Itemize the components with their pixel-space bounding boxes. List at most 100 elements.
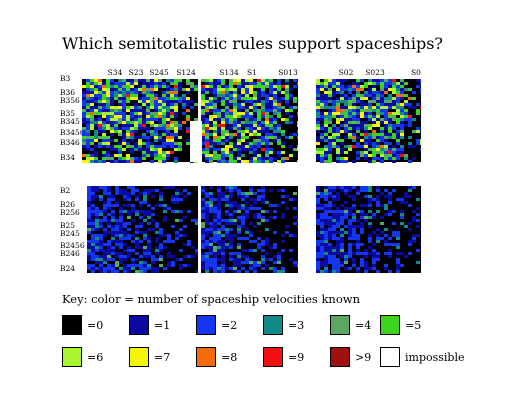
heatmap-cell [106, 154, 110, 157]
heatmap-cell [392, 115, 396, 118]
heatmap-cell [127, 270, 131, 273]
heatmap-cell [171, 225, 175, 228]
heatmap-cell [400, 118, 404, 121]
heatmap-cell [150, 91, 154, 94]
heatmap-cell [209, 133, 213, 136]
heatmap-cell [360, 204, 364, 207]
heatmap-cell [368, 142, 372, 145]
legend-swatch [330, 347, 350, 367]
heatmap-cell [118, 160, 122, 163]
heatmap-cell [175, 231, 179, 234]
heatmap-cell [336, 258, 340, 261]
heatmap-cell [332, 130, 336, 133]
heatmap-cell [87, 264, 91, 267]
heatmap-cell [241, 94, 245, 97]
heatmap-cell [376, 115, 380, 118]
heatmap-cell [127, 267, 131, 270]
heatmap-cell [150, 85, 154, 88]
heatmap-cell [241, 249, 245, 252]
heatmap-cell [135, 195, 139, 198]
heatmap-cell [111, 252, 115, 255]
heatmap-cell [122, 100, 126, 103]
heatmap-cell [316, 85, 320, 88]
heatmap-cell [332, 228, 336, 231]
heatmap-cell [316, 82, 320, 85]
heatmap-cell [336, 97, 340, 100]
heatmap-cell [221, 127, 225, 130]
heatmap-cell [213, 130, 217, 133]
heatmap-cell [119, 189, 123, 192]
heatmap-cell [408, 142, 412, 145]
heatmap-cell [99, 225, 103, 228]
heatmap-cell [114, 127, 118, 130]
heatmap-cell [195, 249, 198, 252]
heatmap-cell [388, 142, 392, 145]
heatmap-cell [91, 192, 95, 195]
heatmap-cell [269, 79, 273, 82]
heatmap-cell [388, 136, 392, 139]
heatmap-cell [111, 234, 115, 237]
heatmap-cell [404, 112, 408, 115]
heatmap-cell [277, 270, 281, 273]
heatmap-cell [221, 79, 225, 82]
heatmap-cell [392, 97, 396, 100]
heatmap-cell [205, 139, 209, 142]
heatmap-cell [174, 133, 178, 136]
heatmap-cell [147, 264, 151, 267]
heatmap-cell [209, 148, 213, 151]
heatmap-cell [376, 228, 380, 231]
heatmap-cell [134, 160, 138, 163]
heatmap-cell [154, 97, 158, 100]
legend-swatch [380, 315, 400, 335]
heatmap-cell [158, 82, 162, 85]
heatmap-cell [400, 133, 404, 136]
heatmap-cell [134, 121, 138, 124]
heatmap-cell [229, 94, 233, 97]
heatmap-cell [233, 219, 237, 222]
heatmap-cell [107, 213, 111, 216]
heatmap-cell [245, 231, 249, 234]
heatmap-cell [273, 91, 277, 94]
heatmap-cell [87, 198, 91, 201]
heatmap-cell [209, 82, 213, 85]
heatmap-cell [237, 112, 241, 115]
heatmap-cell [94, 118, 98, 121]
heatmap-cell [142, 157, 146, 160]
heatmap-cell [408, 243, 412, 246]
heatmap-cell [273, 216, 277, 219]
heatmap-cell [416, 112, 420, 115]
heatmap-cell [110, 130, 114, 133]
heatmap-cell [364, 103, 368, 106]
heatmap-cell [289, 136, 293, 139]
heatmap-cell [372, 94, 376, 97]
heatmap-cell [174, 109, 178, 112]
heatmap-cell [87, 222, 91, 225]
heatmap-cell [178, 124, 182, 127]
heatmap-cell [209, 139, 213, 142]
heatmap-cell [241, 85, 245, 88]
heatmap-cell [135, 246, 139, 249]
heatmap-cell [98, 106, 102, 109]
heatmap-cell [209, 88, 213, 91]
heatmap-cell [261, 240, 265, 243]
heatmap-cell [110, 160, 114, 163]
heatmap-cell [122, 157, 126, 160]
heatmap-cell [107, 219, 111, 222]
heatmap-cell [115, 201, 119, 204]
heatmap-cell [221, 249, 225, 252]
heatmap-cell [166, 121, 170, 124]
heatmap-cell [396, 246, 400, 249]
heatmap-cell [166, 97, 170, 100]
heatmap-cell [217, 115, 221, 118]
heatmap-cell [281, 118, 285, 121]
heatmap-cell [118, 88, 122, 91]
heatmap-cell [205, 201, 209, 204]
heatmap-cell [178, 100, 182, 103]
heatmap-cell [146, 115, 150, 118]
legend-swatch [196, 347, 216, 367]
heatmap-cell [102, 121, 106, 124]
heatmap-cell [87, 192, 91, 195]
heatmap-cell [384, 100, 388, 103]
heatmap-cell [316, 204, 320, 207]
heatmap-cell [201, 198, 205, 201]
